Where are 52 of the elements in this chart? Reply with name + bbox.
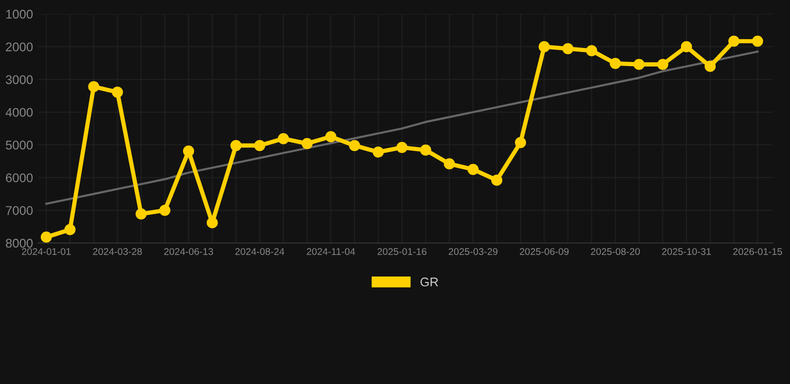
point [491, 174, 502, 186]
point [444, 158, 455, 170]
x-tick-label: 2026-01-15 [733, 248, 782, 255]
y-tick-label: 2000 [6, 42, 33, 52]
x-tick-label: 2024-01-01 [22, 248, 71, 255]
x-tick-label: 2025-01-16 [378, 248, 426, 255]
point [88, 81, 100, 92]
y-tick-label: 1000 [6, 10, 33, 19]
point [112, 86, 123, 98]
y-tick-label: 7000 [6, 206, 33, 215]
x-tick-label: 2025-08-20 [590, 248, 640, 255]
x-tick-label: 2024-06-13 [164, 248, 213, 255]
point [752, 36, 764, 47]
point [468, 164, 479, 175]
x-tick-label: 2024-08-24 [235, 248, 284, 255]
point [538, 41, 550, 52]
point [348, 140, 360, 152]
point [325, 131, 336, 142]
point [728, 36, 740, 47]
x-tick-label: 2025-03-29 [448, 248, 498, 255]
point [657, 58, 668, 70]
y-tick-label: 3000 [6, 75, 33, 84]
point [420, 144, 432, 156]
point [372, 146, 384, 158]
point [206, 217, 218, 228]
point [704, 60, 716, 72]
point [680, 41, 692, 52]
point [302, 138, 313, 150]
point [633, 58, 645, 70]
legend-label: GR [420, 278, 438, 286]
point [254, 140, 266, 152]
point [183, 146, 194, 157]
y-tick-label: 6000 [6, 173, 33, 182]
point [136, 208, 147, 220]
x-tick-label: 2024-03-28 [93, 248, 142, 255]
point [64, 224, 76, 236]
point [562, 43, 574, 54]
point [396, 142, 408, 154]
point [159, 204, 170, 216]
point [610, 58, 621, 69]
y-tick-label: 8000 [6, 238, 33, 248]
line-series [45, 50, 759, 205]
x-tick-label: 2025-10-31 [662, 248, 711, 255]
point [514, 137, 526, 148]
point [278, 133, 289, 144]
point [230, 140, 242, 152]
point [40, 232, 52, 243]
y-tick-label: 5000 [6, 140, 33, 150]
point [586, 45, 598, 56]
x-tick-label: 2024-11-04 [306, 248, 356, 255]
x-tick-label: 2025-06-09 [520, 248, 569, 255]
y-tick-label: 4000 [6, 108, 33, 117]
